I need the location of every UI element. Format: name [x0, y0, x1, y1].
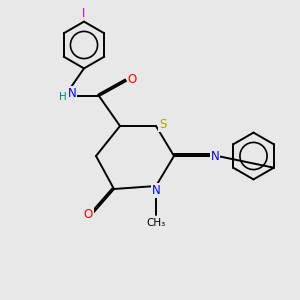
- Text: H: H: [59, 92, 67, 103]
- Text: I: I: [82, 7, 86, 20]
- Text: O: O: [128, 73, 136, 86]
- Text: N: N: [68, 86, 76, 100]
- Text: S: S: [159, 118, 166, 131]
- Text: N: N: [152, 184, 160, 197]
- Text: O: O: [84, 208, 93, 221]
- Text: N: N: [211, 149, 220, 163]
- Text: CH₃: CH₃: [146, 218, 166, 229]
